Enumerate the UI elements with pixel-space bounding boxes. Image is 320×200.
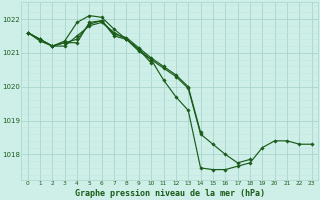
X-axis label: Graphe pression niveau de la mer (hPa): Graphe pression niveau de la mer (hPa) — [75, 189, 265, 198]
